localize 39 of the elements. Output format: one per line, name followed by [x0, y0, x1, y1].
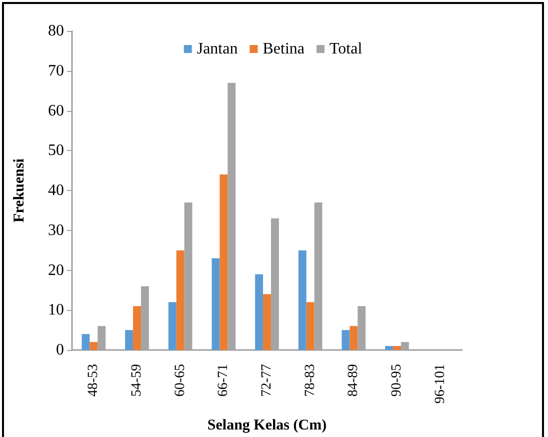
bar	[385, 346, 394, 350]
bar	[298, 250, 306, 350]
legend-label: Total	[329, 40, 363, 58]
bar	[342, 330, 350, 350]
bar	[263, 294, 271, 350]
y-tick-label: 80	[48, 22, 64, 40]
x-tick-label: 54-59	[130, 364, 144, 397]
bar	[90, 342, 98, 350]
x-tick-label: 48-53	[86, 364, 102, 397]
y-axis-title: Frekuensi	[12, 158, 28, 222]
y-tick-label: 70	[48, 62, 64, 80]
bar	[255, 274, 264, 350]
y-tick-label: 30	[48, 222, 64, 239]
x-tick-label: 84-89	[346, 364, 362, 397]
x-tick-label: 96-101	[432, 364, 448, 404]
bar	[212, 258, 220, 350]
legend-label: Jantan	[196, 40, 238, 58]
x-axis-title: Selang Kelas (Cm)	[207, 418, 327, 434]
bar	[133, 306, 141, 350]
y-tick-label: 50	[48, 142, 64, 160]
x-tick-label: 78-83	[302, 364, 318, 397]
y-tick-label: 20	[48, 262, 64, 279]
bar	[168, 302, 176, 350]
bar	[125, 330, 134, 350]
y-tick-label: 10	[48, 302, 64, 319]
bar	[176, 250, 184, 350]
x-tick-label: 66-71	[216, 364, 232, 397]
x-tick-label: 72-77	[260, 364, 274, 397]
bar	[220, 174, 228, 350]
y-tick-label: 60	[48, 102, 64, 120]
bar	[82, 334, 90, 350]
legend-label: Betina	[262, 40, 304, 58]
bar	[393, 346, 401, 350]
x-tick-label: 90-95	[390, 364, 404, 397]
bar	[350, 326, 358, 350]
x-tick-label: 60-65	[172, 364, 188, 397]
y-tick-label: 0	[56, 342, 64, 358]
bar	[306, 302, 314, 350]
y-tick-label: 40	[48, 182, 64, 199]
